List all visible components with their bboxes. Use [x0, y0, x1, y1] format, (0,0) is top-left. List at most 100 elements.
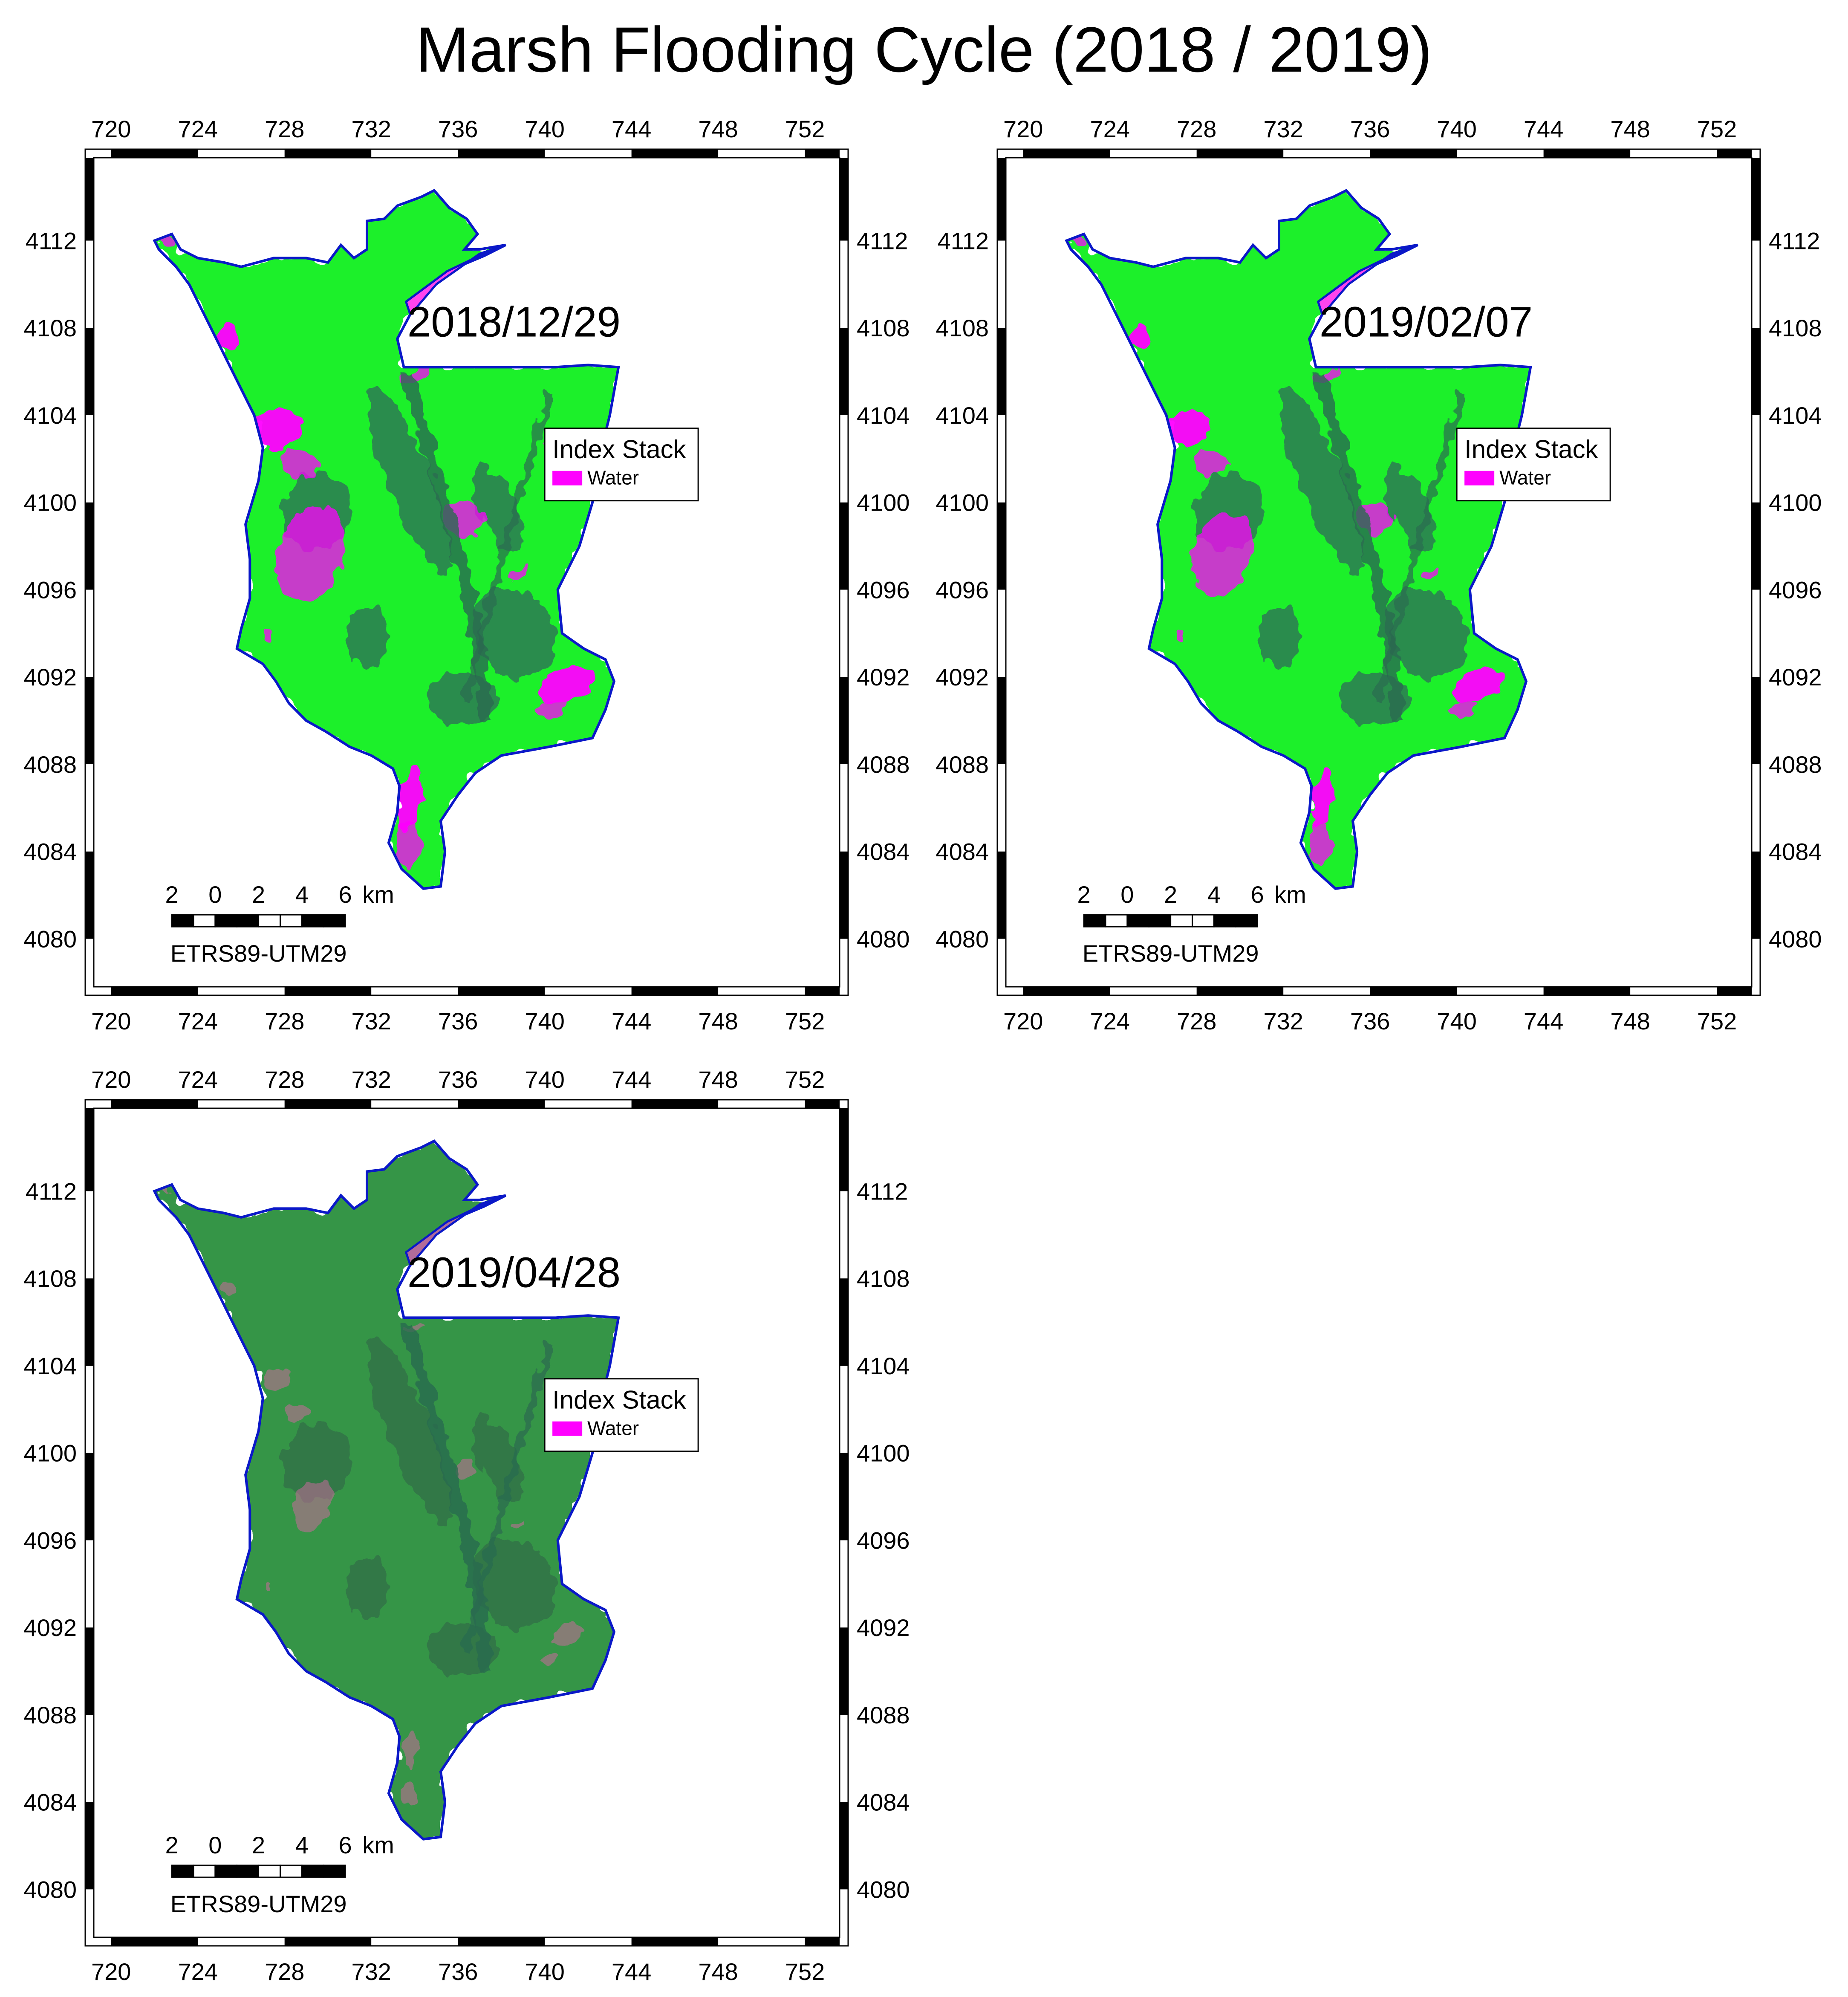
- scale-bar: 2 0 2 4 6 km ETRS89-UTM29: [1077, 881, 1306, 967]
- water-patch: [262, 1367, 290, 1390]
- x-tick-label-bottom: 724: [178, 1008, 217, 1035]
- scale-bar-label: 2: [165, 1832, 179, 1858]
- panel-date-label: 2019/02/07: [1320, 298, 1533, 346]
- y-tick-label-right: 4096: [857, 1527, 910, 1554]
- water-patch: [1174, 630, 1185, 645]
- x-tick-label-top: 736: [1350, 116, 1390, 142]
- water-patch: [161, 1188, 170, 1195]
- y-tick-label-right: 4080: [857, 925, 910, 952]
- crs-label: ETRS89-UTM29: [170, 1890, 347, 1917]
- dark-marsh-patch: [367, 387, 453, 574]
- legend-item-label: Water: [1499, 467, 1551, 489]
- y-tick-label-right: 4104: [1769, 402, 1822, 429]
- y-tick-label-right: 4084: [857, 1789, 910, 1816]
- river-channel: [400, 1320, 491, 1672]
- marsh-boundary: [153, 1139, 620, 1841]
- water-patch: [1309, 821, 1331, 865]
- map-panel-2: 720 720 724 724 728 728 732 732 736 736 740 740 744 7…: [936, 116, 1822, 1035]
- scale-bar-label: 0: [208, 1832, 222, 1858]
- scale-bar-label: 2: [252, 881, 265, 908]
- water-patch: [551, 1626, 582, 1647]
- y-tick-label-left: 4084: [936, 838, 989, 865]
- dark-marsh-patch: [1279, 387, 1365, 574]
- y-tick-label-left: 4112: [26, 1178, 77, 1205]
- y-tick-label-left: 4080: [23, 925, 77, 952]
- y-tick-label-left: 4092: [23, 664, 77, 691]
- y-tick-label-right: 4100: [857, 1440, 910, 1467]
- y-tick-label-left: 4104: [936, 402, 989, 429]
- water-patch: [533, 699, 566, 717]
- y-tick-label-right: 4080: [857, 1876, 910, 1903]
- dark-marsh-patch: [1385, 587, 1468, 679]
- x-tick-label-top: 748: [698, 116, 738, 142]
- map-legend: Index Stack Water: [544, 428, 699, 502]
- x-tick-label-bottom: 740: [525, 1008, 564, 1035]
- scale-bar-label: 4: [295, 1832, 309, 1858]
- x-tick-label-top: 748: [698, 1066, 738, 1093]
- x-tick-label-bottom: 732: [1263, 1008, 1303, 1035]
- x-tick-label-top: 732: [351, 116, 391, 142]
- legend-title: Index Stack: [552, 1386, 687, 1414]
- y-tick-label-right: 4088: [1769, 751, 1822, 778]
- x-tick-label-top: 744: [612, 116, 651, 142]
- water-patch: [276, 506, 345, 604]
- y-tick-label-right: 4100: [857, 489, 910, 516]
- y-tick-label-right: 4092: [857, 664, 910, 691]
- crs-label: ETRS89-UTM29: [170, 940, 347, 967]
- x-tick-label-bottom: 728: [265, 1958, 304, 1985]
- marsh-boundary: [153, 189, 620, 890]
- secondary-channel: [463, 392, 553, 700]
- y-tick-label-left: 4088: [23, 751, 77, 778]
- scale-bar-label: 0: [1120, 881, 1134, 908]
- y-tick-label-left: 4112: [26, 228, 77, 254]
- y-tick-label-left: 4096: [936, 576, 989, 603]
- water-patch: [1193, 450, 1226, 477]
- water-patch: [508, 566, 530, 582]
- marsh-raster: [1066, 190, 1531, 889]
- legend-box: [1456, 428, 1611, 502]
- water-patch: [397, 764, 424, 830]
- legend-item-label: Water: [587, 467, 639, 489]
- y-tick-label-left: 4108: [23, 315, 77, 341]
- x-tick-label-bottom: 720: [91, 1958, 131, 1985]
- scale-bar-label: 2: [252, 1832, 265, 1858]
- marsh-raster: [154, 1141, 619, 1839]
- x-tick-label-bottom: 752: [785, 1958, 825, 1985]
- water-patch: [1310, 768, 1334, 826]
- secondary-channel: [463, 1343, 553, 1650]
- y-tick-label-left: 4080: [936, 925, 989, 952]
- graticule-border: [85, 1100, 848, 1946]
- dark-marsh-patch: [1257, 607, 1301, 668]
- water-patch: [216, 324, 237, 349]
- x-tick-label-top: 752: [785, 1066, 825, 1093]
- x-tick-label-top: 720: [91, 1066, 131, 1093]
- scale-bar-label: 4: [1207, 881, 1221, 908]
- x-tick-label-bottom: 720: [91, 1008, 131, 1035]
- y-tick-label-right: 4092: [857, 1614, 910, 1641]
- legend-swatch: [1464, 471, 1495, 486]
- y-tick-label-right: 4108: [857, 315, 910, 341]
- x-tick-label-top: 732: [1263, 116, 1303, 142]
- water-patch: [263, 1584, 271, 1593]
- water-patch: [279, 448, 316, 478]
- y-tick-label-right: 4080: [1769, 925, 1822, 952]
- y-tick-label-right: 4104: [857, 1353, 910, 1379]
- figure-title: Marsh Flooding Cycle (2018 / 2019): [416, 14, 1432, 85]
- water-patch: [287, 1405, 308, 1422]
- water-patch: [540, 1653, 558, 1663]
- water-patch: [1192, 512, 1253, 598]
- x-tick-label-top: 728: [1177, 116, 1216, 142]
- water-patch: [539, 667, 594, 704]
- x-tick-label-bottom: 748: [1610, 1008, 1650, 1035]
- scale-bar-unit: km: [1274, 881, 1306, 908]
- dry-season-tint: [154, 1141, 619, 1839]
- scale-bar-label: 6: [339, 881, 352, 908]
- x-tick-label-top: 744: [1524, 116, 1563, 142]
- map-panel-1: 720 720 724 724 728 728 732 732 736 736 740 740 744 7…: [23, 116, 910, 1035]
- water-patch: [261, 629, 274, 646]
- x-tick-label-bottom: 748: [698, 1958, 738, 1985]
- levee-strip: [404, 244, 506, 317]
- x-tick-label-top: 736: [438, 1066, 478, 1093]
- x-tick-label-top: 728: [265, 1066, 304, 1093]
